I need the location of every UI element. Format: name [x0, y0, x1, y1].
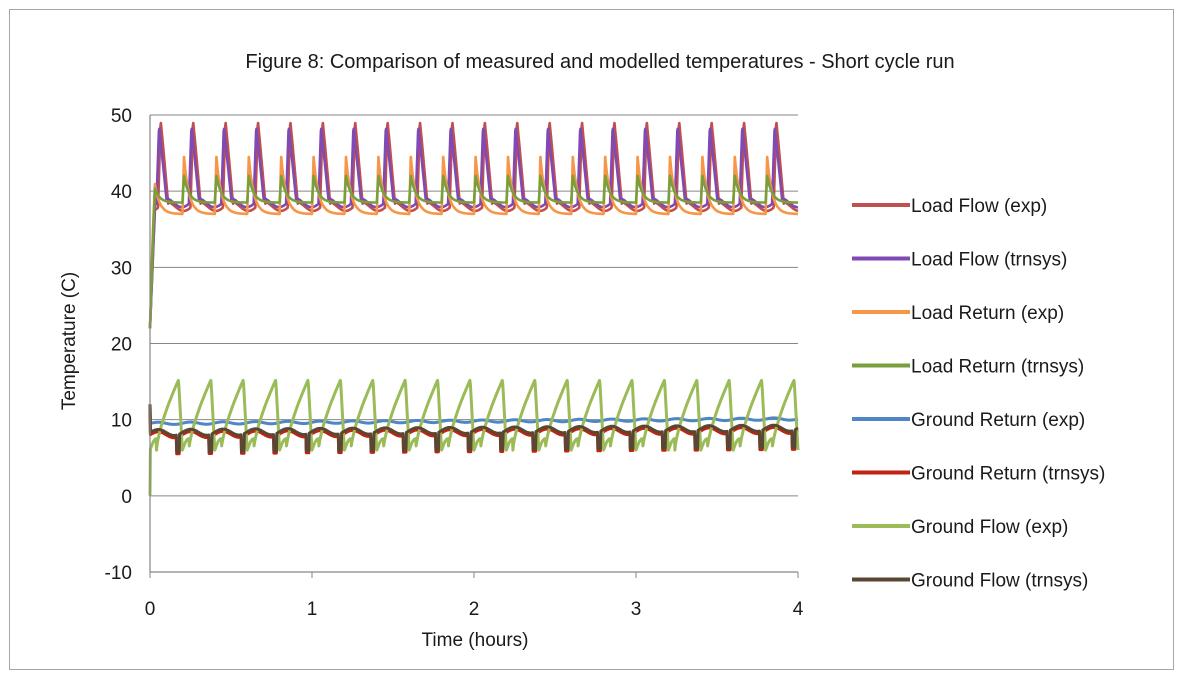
legend-label: Ground Flow (trnsys)	[911, 571, 1088, 592]
y-tick-label: -10	[105, 563, 132, 584]
series-line	[148, 404, 800, 453]
series-line	[148, 127, 799, 329]
legend-label: Ground Return (exp)	[911, 410, 1085, 431]
x-tick-label: 4	[793, 599, 804, 620]
x-tick-label: 1	[307, 599, 318, 620]
x-tick-label: 3	[631, 599, 642, 620]
x-tick-labels: 0 1 2 3 4	[145, 572, 804, 620]
y-tick-label: 0	[121, 487, 132, 508]
x-tick-label: 2	[469, 599, 480, 620]
legend-label: Ground Return (trnsys)	[911, 464, 1105, 485]
x-axis-label: Time (hours)	[422, 630, 529, 651]
legend-label: Load Return (exp)	[911, 303, 1064, 324]
series-line	[148, 155, 799, 329]
y-tick-label: 10	[111, 411, 132, 432]
x-tick-label: 0	[145, 599, 156, 620]
y-tick-label: 20	[111, 335, 132, 356]
y-axis-label: Temperature (C)	[59, 272, 80, 410]
legend-label: Ground Flow (exp)	[911, 517, 1068, 538]
legend-label: Load Return (trnsys)	[911, 357, 1084, 378]
y-tick-labels: -10 0 10 20 30 40 50	[105, 106, 132, 584]
chart-frame	[9, 9, 1174, 670]
chart-title: Figure 8: Comparison of measured and mod…	[245, 51, 954, 73]
legend: Load Flow (exp) Load Flow (trnsys) Load Re…	[852, 196, 1105, 592]
y-tick-label: 30	[111, 258, 132, 279]
series-line	[148, 174, 799, 329]
series-line	[148, 378, 800, 496]
series-lines	[148, 121, 800, 496]
legend-label: Load Flow (exp)	[911, 196, 1047, 217]
y-tick-label: 50	[111, 106, 132, 127]
legend-label: Load Flow (trnsys)	[911, 250, 1067, 271]
series-line	[148, 121, 799, 329]
series-line	[148, 404, 800, 426]
y-tick-label: 40	[111, 182, 132, 203]
